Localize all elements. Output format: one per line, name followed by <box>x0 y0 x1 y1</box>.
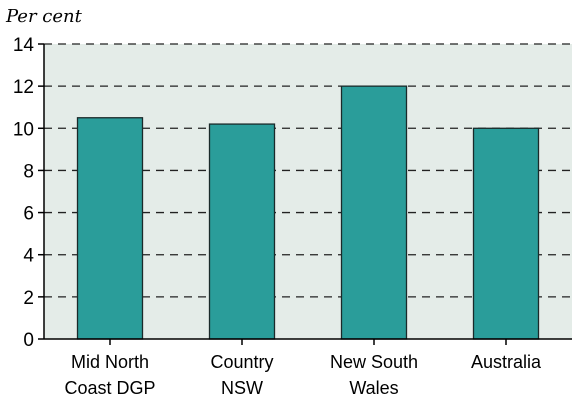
x-tick-label: Australia <box>471 352 542 372</box>
x-tick-label: Wales <box>349 378 398 398</box>
y-axis-label: Per cent <box>6 6 82 27</box>
x-tick-labels: Mid North Coast DGP Country NSW New South Wal… <box>64 352 542 398</box>
y-tick-label: 6 <box>23 204 34 225</box>
bar <box>340 85 408 340</box>
y-tick-label: 4 <box>23 246 34 267</box>
x-tick-label: NSW <box>221 378 263 398</box>
y-tick-label: 2 <box>23 288 34 309</box>
y-tick-label: 8 <box>23 161 34 182</box>
y-tick-labels: 0 2 4 6 8 10 12 14 <box>13 35 35 351</box>
bar <box>208 123 276 340</box>
y-tick-label: 0 <box>23 330 34 351</box>
bars <box>76 85 540 340</box>
x-tick-label: Mid North <box>71 352 149 372</box>
y-tick-label: 10 <box>13 119 34 140</box>
axes <box>38 43 572 345</box>
y-tick-label: 12 <box>13 77 34 98</box>
y-tick-label: 14 <box>13 35 35 56</box>
x-tick-label: New South <box>330 352 418 372</box>
bar <box>472 127 540 340</box>
x-tick-label: Coast DGP <box>64 378 155 398</box>
bar <box>76 117 144 340</box>
x-tick-label: Country <box>210 352 273 372</box>
